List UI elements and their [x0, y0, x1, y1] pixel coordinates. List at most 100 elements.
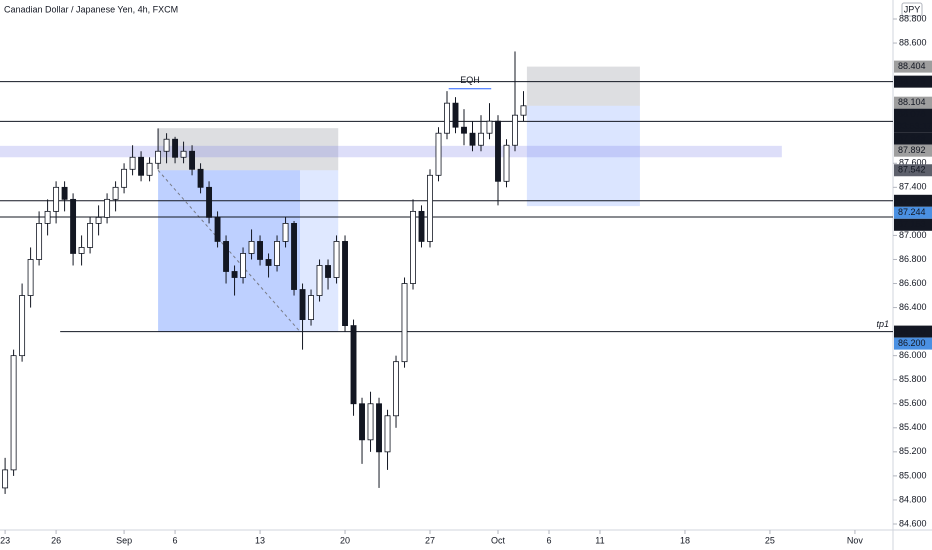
candle-body	[299, 289, 306, 320]
price-label: 87.244	[898, 207, 926, 217]
candle-body	[274, 241, 280, 266]
price-label: 88.078	[898, 109, 926, 119]
y-tick-label: 86.800	[899, 254, 927, 264]
candle-body	[146, 162, 153, 176]
candle-body	[512, 114, 518, 146]
candle-body	[19, 295, 26, 357]
price-label: 88.104	[898, 97, 926, 107]
candle-body	[223, 241, 230, 272]
candle-body	[240, 253, 247, 278]
price-label-box	[894, 337, 932, 350]
y-tick-label: 88.600	[899, 37, 927, 47]
candle-body	[410, 210, 416, 284]
candle-body	[486, 120, 493, 134]
candle-body	[495, 120, 501, 182]
candle-body	[418, 210, 425, 242]
candle-body	[112, 186, 119, 200]
price-label: 87.288	[898, 195, 926, 205]
candle-body	[427, 174, 433, 242]
candle-body	[129, 156, 136, 170]
candle-body	[376, 403, 382, 453]
candle-body	[197, 168, 204, 188]
price-label-box	[894, 144, 932, 157]
price-label: 87.949	[898, 133, 926, 143]
candle-body	[359, 403, 365, 441]
level-label: tp1	[876, 319, 889, 329]
candle-body	[2, 469, 9, 489]
candle-body	[163, 138, 170, 152]
price-label-box	[894, 60, 932, 73]
x-tick-label: 18	[680, 535, 690, 545]
candle-body	[138, 156, 145, 176]
y-tick-label: 86.000	[899, 350, 927, 360]
candle-body	[53, 186, 60, 212]
x-tick-label: 6	[173, 535, 178, 545]
price-label: 86.200	[898, 326, 926, 336]
y-tick-label: 87.600	[899, 158, 927, 168]
price-label-box	[894, 218, 932, 231]
x-tick-label: 27	[425, 535, 435, 545]
candle-body	[282, 222, 289, 242]
y-tick-label: 87.000	[899, 230, 927, 240]
price-label: 88.279	[898, 76, 926, 86]
candle-body	[27, 259, 34, 296]
candle-body	[70, 198, 77, 254]
candle-body	[291, 222, 297, 290]
x-tick-label: Oct	[491, 535, 506, 545]
price-label: 87.892	[898, 145, 926, 155]
candle-body	[257, 241, 263, 260]
countdown: 03:53:17	[897, 121, 932, 131]
candle-body	[401, 283, 408, 363]
candle-body	[95, 216, 102, 224]
candle-body	[265, 259, 272, 266]
y-tick-label: 86.600	[899, 278, 927, 288]
candle-body	[503, 144, 510, 182]
candle-body	[367, 403, 374, 441]
y-tick-label: 86.400	[899, 302, 927, 312]
candle-body	[308, 295, 314, 320]
x-tick-label: Sep	[116, 535, 132, 545]
price-label-box	[894, 206, 932, 219]
y-tick-label: 84.800	[899, 494, 927, 504]
zone	[299, 170, 339, 332]
candle-body	[478, 132, 484, 146]
candle-body	[444, 102, 450, 134]
x-tick-label: 13	[255, 535, 265, 545]
candle-body	[393, 361, 399, 417]
price-label-box	[894, 108, 932, 133]
candle-body	[350, 325, 357, 405]
candle-body	[384, 415, 391, 453]
candle-body	[44, 210, 51, 224]
candle-body	[452, 102, 459, 128]
y-tick-label: 85.200	[899, 446, 927, 456]
price-label-box	[894, 164, 932, 177]
candle-body	[231, 271, 238, 278]
candle-body	[87, 222, 94, 248]
price-label-box	[894, 132, 932, 145]
candle-body	[435, 132, 442, 176]
candle-body	[325, 265, 331, 278]
candle-body	[10, 355, 17, 471]
price-label: 86.200	[898, 338, 926, 348]
y-tick-label: 85.600	[899, 398, 927, 408]
price-label: 87.542	[898, 165, 926, 175]
price-label-box	[894, 96, 932, 109]
price-label: 87.153	[898, 219, 926, 229]
y-tick-label: 85.000	[899, 470, 927, 480]
zone	[526, 66, 640, 106]
y-tick-label: 87.400	[899, 182, 927, 192]
candle-body	[214, 216, 221, 242]
price-label: 88.404	[898, 61, 926, 71]
eqh-label: EQH	[460, 75, 480, 85]
currency: JPY	[904, 4, 921, 14]
y-tick-label: 85.400	[899, 422, 927, 432]
candle-body	[206, 186, 213, 218]
candle-body	[155, 150, 162, 164]
zone	[526, 105, 640, 207]
candle-body	[61, 186, 68, 200]
candle-body	[461, 126, 467, 134]
candle-body	[316, 265, 323, 296]
candle-body	[78, 247, 85, 254]
candle-body	[104, 198, 111, 218]
